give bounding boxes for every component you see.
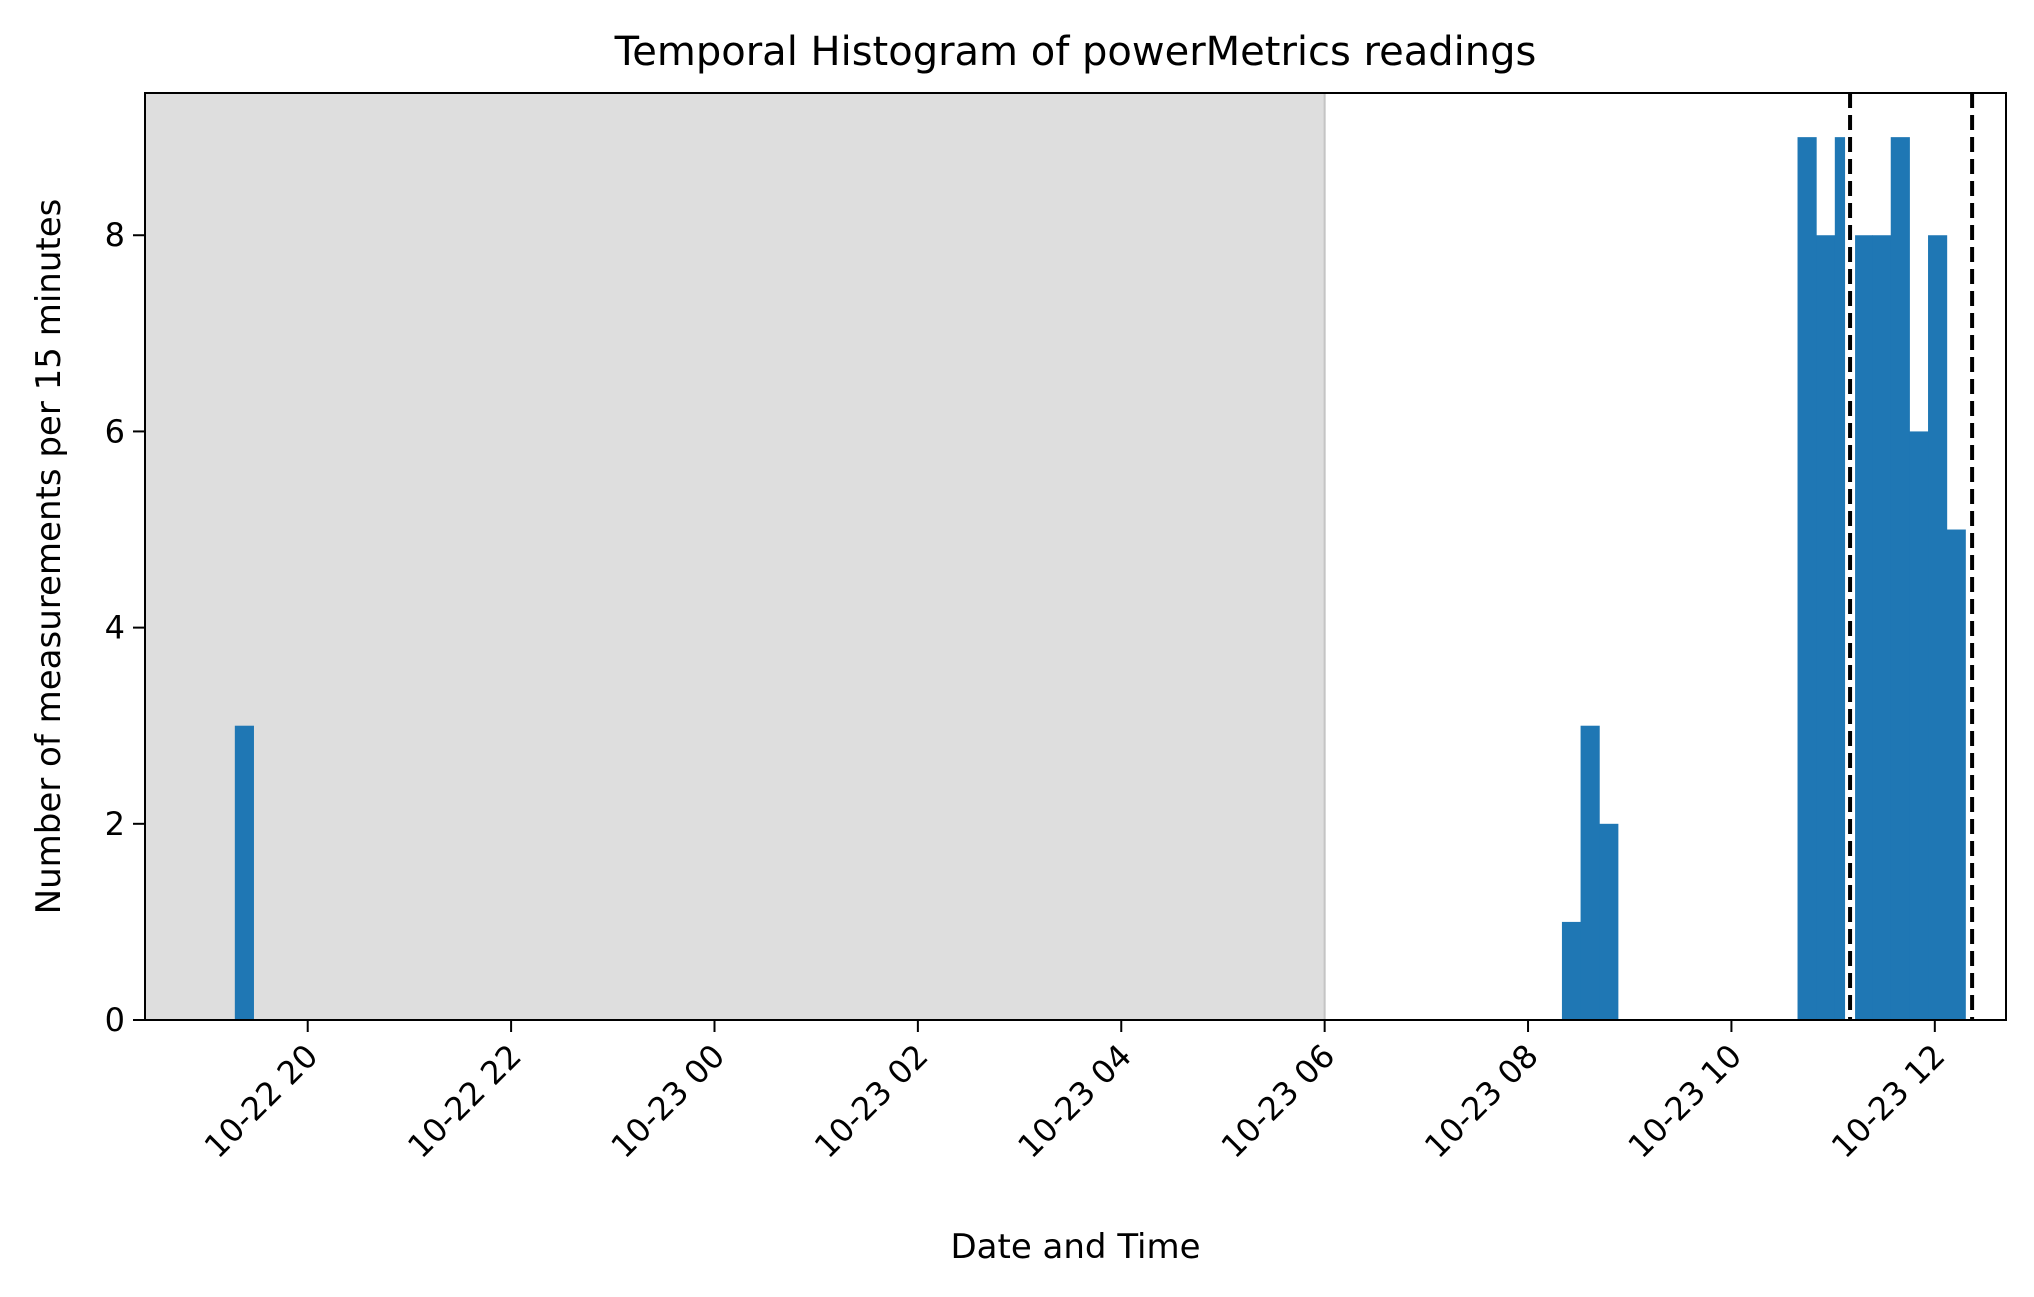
histogram-bar — [1580, 725, 1600, 1020]
histogram-bar — [1928, 235, 1948, 1020]
x-tick-label: 10-23 10 — [1620, 1037, 1749, 1166]
x-axis-ticks: 10-22 20 10-22 22 10-23 00 10-23 02 10-23 04… — [197, 1020, 1953, 1166]
chart-title: Temporal Histogram of powerMetrics readi… — [614, 29, 1537, 75]
histogram-bar — [1909, 431, 1929, 1020]
histogram-bar — [1561, 921, 1582, 1020]
x-tick-label: 10-22 22 — [400, 1037, 529, 1166]
histogram-bar — [1797, 137, 1817, 1021]
x-tick-label: 10-23 00 — [604, 1037, 733, 1166]
y-tick-label: 0 — [105, 1001, 125, 1039]
histogram-bar — [1872, 235, 1892, 1020]
y-tick-label: 6 — [105, 412, 125, 450]
y-tick-label: 4 — [105, 609, 125, 647]
vertical-lines-layer — [1845, 93, 1978, 1020]
histogram-bar — [1853, 235, 1873, 1020]
y-axis-ticks: 0 2 4 6 8 — [105, 216, 145, 1039]
x-tick-label: 10-22 20 — [197, 1037, 326, 1166]
shaded-region-layer — [145, 93, 1326, 1020]
histogram-bar — [1816, 235, 1836, 1020]
histogram-bar — [1599, 823, 1619, 1020]
x-tick-label: 10-23 12 — [1824, 1037, 1953, 1166]
x-tick-label: 10-23 08 — [1417, 1037, 1546, 1166]
y-tick-label: 2 — [105, 805, 125, 843]
plot-frame — [144, 92, 2007, 1021]
shaded-region — [145, 93, 1325, 1020]
x-tick-label: 10-23 02 — [807, 1037, 936, 1166]
histogram-bar — [1890, 137, 1910, 1021]
y-tick-label: 8 — [105, 216, 125, 254]
y-axis-label: Number of measurements per 15 minutes — [29, 199, 69, 915]
x-tick-label: 10-23 04 — [1010, 1037, 1139, 1166]
x-axis-label: Date and Time — [950, 1227, 1200, 1267]
histogram-bar — [234, 725, 254, 1020]
x-tick-label: 10-23 06 — [1214, 1037, 1343, 1166]
histogram-bar — [1946, 529, 1966, 1020]
